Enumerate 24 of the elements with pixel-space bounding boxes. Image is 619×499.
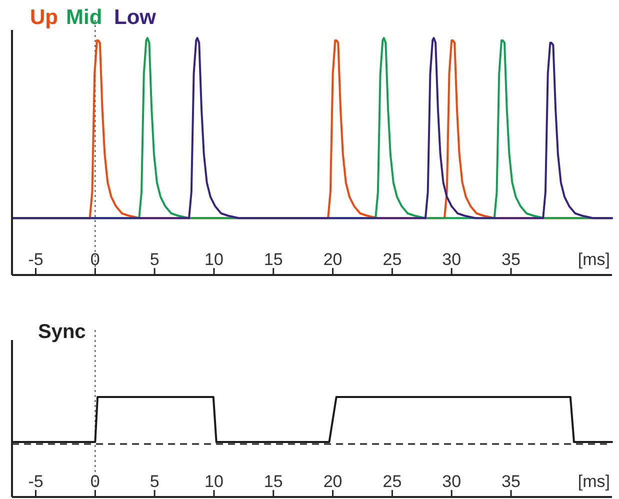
x-tick-label: 5 <box>150 472 160 491</box>
x-tick-label: 15 <box>264 250 283 269</box>
text: Mid <box>66 6 102 29</box>
x-tick-label: 15 <box>264 472 283 491</box>
x-tick-label: 25 <box>382 250 402 269</box>
series-label: Low <box>114 6 157 29</box>
series-label: Up <box>30 6 58 29</box>
x-tick-label: 0 <box>90 250 100 269</box>
x-tick-label: -5 <box>28 472 44 491</box>
x-tick-label: 30 <box>442 472 462 491</box>
x-tick-label: 35 <box>502 472 520 491</box>
x-tick-label: -5 <box>28 250 44 269</box>
x-tick-label: 20 <box>323 472 342 491</box>
x-axis-title: [ms] <box>578 472 610 491</box>
x-tick-label: 10 <box>204 472 224 491</box>
x-tick-label: 5 <box>150 250 160 269</box>
x-tick-label: 10 <box>204 250 224 269</box>
x-tick-label: 25 <box>382 472 402 491</box>
x-tick-label: 30 <box>442 250 462 269</box>
x-axis-title: [ms] <box>578 250 610 269</box>
x-tick-label: 35 <box>502 250 520 269</box>
x-tick-label: 20 <box>323 250 342 269</box>
x-tick-label: 0 <box>90 472 100 491</box>
chart-title: Sync <box>38 321 86 343</box>
